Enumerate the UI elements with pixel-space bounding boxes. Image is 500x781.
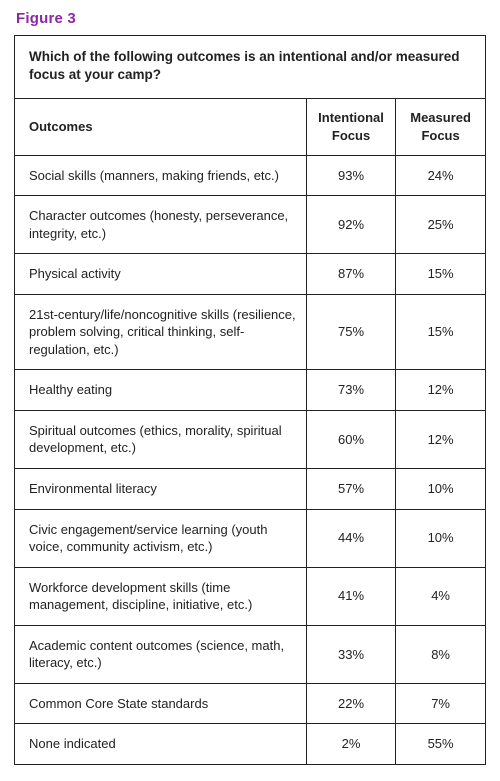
outcome-cell: Common Core State standards (15, 683, 306, 724)
measured-cell: 24% (396, 155, 485, 196)
measured-cell: 8% (396, 625, 485, 683)
table-row: 21st-century/life/noncognitive skills (r… (15, 294, 485, 370)
outcome-cell: Character outcomes (honesty, perseveranc… (15, 196, 306, 254)
table-body: Social skills (manners, making friends, … (15, 155, 485, 764)
intentional-cell: 2% (306, 724, 395, 764)
intentional-cell: 22% (306, 683, 395, 724)
table-row: Civic engagement/service learning (youth… (15, 509, 485, 567)
table-row: Spiritual outcomes (ethics, morality, sp… (15, 410, 485, 468)
table-header-row: Outcomes Intentional Focus Measured Focu… (15, 99, 485, 155)
table-row: Social skills (manners, making friends, … (15, 155, 485, 196)
survey-question: Which of the following outcomes is an in… (15, 36, 485, 99)
outcome-cell: Social skills (manners, making friends, … (15, 155, 306, 196)
outcomes-table-wrap: Which of the following outcomes is an in… (14, 35, 486, 765)
table-row: Common Core State standards22%7% (15, 683, 485, 724)
intentional-cell: 41% (306, 567, 395, 625)
col-header-intentional: Intentional Focus (306, 99, 395, 155)
intentional-cell: 60% (306, 410, 395, 468)
measured-cell: 25% (396, 196, 485, 254)
intentional-cell: 73% (306, 370, 395, 411)
table-row: Healthy eating73%12% (15, 370, 485, 411)
measured-cell: 4% (396, 567, 485, 625)
outcome-cell: Workforce development skills (time manag… (15, 567, 306, 625)
measured-cell: 10% (396, 509, 485, 567)
col-header-outcomes: Outcomes (15, 99, 306, 155)
outcome-cell: 21st-century/life/noncognitive skills (r… (15, 294, 306, 370)
measured-cell: 55% (396, 724, 485, 764)
measured-cell: 12% (396, 370, 485, 411)
outcome-cell: None indicated (15, 724, 306, 764)
table-row: Workforce development skills (time manag… (15, 567, 485, 625)
outcome-cell: Academic content outcomes (science, math… (15, 625, 306, 683)
outcome-cell: Physical activity (15, 254, 306, 295)
measured-cell: 12% (396, 410, 485, 468)
col-header-measured: Measured Focus (396, 99, 485, 155)
intentional-cell: 87% (306, 254, 395, 295)
measured-cell: 15% (396, 294, 485, 370)
table-row: Environmental literacy57%10% (15, 469, 485, 510)
measured-cell: 15% (396, 254, 485, 295)
measured-cell: 7% (396, 683, 485, 724)
intentional-cell: 57% (306, 469, 395, 510)
table-row: Physical activity87%15% (15, 254, 485, 295)
measured-cell: 10% (396, 469, 485, 510)
table-row: None indicated2%55% (15, 724, 485, 764)
outcome-cell: Spiritual outcomes (ethics, morality, sp… (15, 410, 306, 468)
outcome-cell: Healthy eating (15, 370, 306, 411)
intentional-cell: 93% (306, 155, 395, 196)
figure-label: Figure 3 (16, 10, 486, 27)
outcomes-table: Outcomes Intentional Focus Measured Focu… (15, 99, 485, 763)
table-row: Character outcomes (honesty, perseveranc… (15, 196, 485, 254)
intentional-cell: 75% (306, 294, 395, 370)
outcome-cell: Civic engagement/service learning (youth… (15, 509, 306, 567)
outcome-cell: Environmental literacy (15, 469, 306, 510)
figure-container: Figure 3 Which of the following outcomes… (0, 0, 500, 781)
intentional-cell: 44% (306, 509, 395, 567)
intentional-cell: 33% (306, 625, 395, 683)
table-row: Academic content outcomes (science, math… (15, 625, 485, 683)
intentional-cell: 92% (306, 196, 395, 254)
